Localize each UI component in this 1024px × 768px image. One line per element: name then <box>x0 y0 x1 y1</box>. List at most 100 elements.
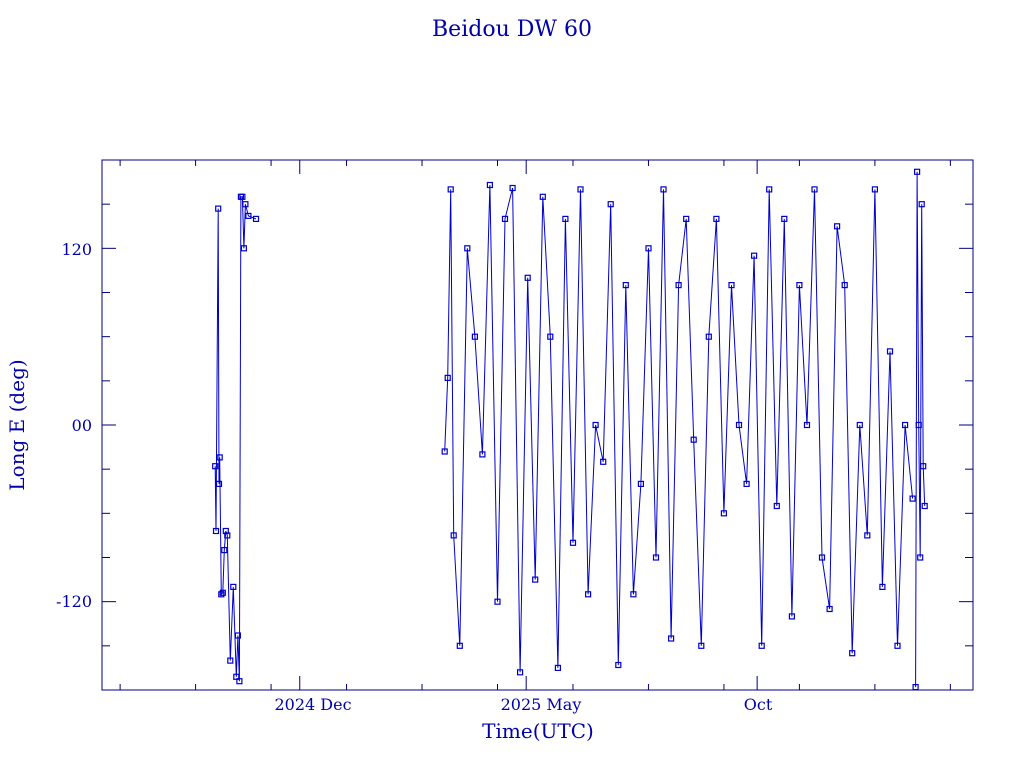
data-point <box>645 245 652 252</box>
data-point <box>230 583 237 591</box>
data-point <box>856 421 863 429</box>
data-point <box>917 554 924 561</box>
data-point <box>818 554 826 561</box>
data-point <box>637 480 645 487</box>
data-point <box>728 282 735 289</box>
data-point <box>479 451 486 458</box>
data-point <box>212 463 219 470</box>
data-point <box>236 678 243 685</box>
series-line <box>214 196 257 682</box>
y-tick-label: 00 <box>72 416 92 435</box>
data-point <box>920 463 927 470</box>
data-point <box>864 532 871 539</box>
data-point <box>849 650 856 657</box>
data-point <box>630 591 637 598</box>
data-point <box>221 546 228 554</box>
data-point <box>781 215 788 222</box>
data-point <box>683 215 690 222</box>
data-point <box>532 576 539 583</box>
data-point <box>921 502 928 510</box>
data-point <box>547 333 554 340</box>
data-point <box>720 510 728 517</box>
data-point <box>788 613 796 620</box>
data-point <box>494 598 501 605</box>
data-point <box>698 642 705 649</box>
data-point <box>912 683 919 690</box>
data-point <box>803 421 811 429</box>
data-point <box>918 201 925 208</box>
data-point <box>252 215 260 222</box>
data-point <box>826 605 833 613</box>
data-point <box>554 664 562 672</box>
data-point <box>833 223 841 230</box>
data-point <box>652 554 660 561</box>
data-point <box>758 642 765 649</box>
y-tick-label: 120 <box>61 240 92 259</box>
data-point <box>450 532 457 539</box>
axis-tick-labels: 2024 Dec 2025 May Oct 120 00 -120 <box>56 240 773 714</box>
data-point <box>675 282 682 289</box>
series-line <box>915 171 926 688</box>
data-point <box>871 186 879 193</box>
series-line <box>444 184 914 673</box>
data-point <box>879 583 886 591</box>
series-layer <box>212 168 928 690</box>
data-point <box>743 480 750 487</box>
data-point <box>750 252 758 259</box>
data-point <box>464 245 471 252</box>
data-point <box>705 333 712 340</box>
x-axis-label: Time(UTC) <box>482 719 594 743</box>
data-point <box>224 532 231 539</box>
chart-title: Beidou DW 60 <box>432 17 592 42</box>
data-point <box>456 642 463 649</box>
data-point <box>240 245 247 252</box>
data-point <box>245 212 252 219</box>
data-point <box>486 181 493 189</box>
data-point <box>218 591 225 598</box>
y-tick-label: -120 <box>56 592 92 611</box>
data-point <box>886 348 894 355</box>
data-point <box>690 436 697 443</box>
y-axis-label: Long E (deg) <box>5 359 29 490</box>
data-point <box>796 282 803 289</box>
data-point <box>841 282 848 289</box>
data-point <box>600 458 607 465</box>
data-point <box>713 215 720 222</box>
data-point <box>584 591 592 598</box>
data-point <box>242 201 249 208</box>
data-point <box>447 186 454 193</box>
data-point <box>901 421 909 429</box>
data-point <box>471 333 478 340</box>
data-point <box>215 480 223 487</box>
data-point <box>509 184 516 192</box>
data-point <box>444 374 451 381</box>
data-point <box>569 539 577 546</box>
data-point <box>516 669 524 676</box>
data-point <box>501 215 509 222</box>
data-point <box>227 657 234 664</box>
axis-ticks <box>102 160 973 690</box>
data-point <box>909 495 916 502</box>
data-point <box>219 589 226 596</box>
data-point <box>915 421 922 429</box>
data-point <box>239 193 246 200</box>
data-point <box>562 215 569 222</box>
data-point <box>592 421 599 429</box>
data-point <box>766 186 773 193</box>
data-point <box>811 186 818 193</box>
data-point <box>660 186 667 193</box>
data-point <box>773 502 780 510</box>
data-point <box>524 274 531 281</box>
data-point <box>622 282 629 289</box>
data-point <box>539 193 546 200</box>
data-point <box>215 205 222 212</box>
data-point <box>577 186 584 193</box>
x-tick-label: 2024 Dec <box>274 695 351 714</box>
data-point <box>441 448 448 455</box>
data-point <box>234 632 241 639</box>
data-point <box>615 661 622 669</box>
data-point <box>913 168 921 175</box>
x-tick-label: 2025 May <box>501 695 582 714</box>
data-point <box>607 201 614 208</box>
